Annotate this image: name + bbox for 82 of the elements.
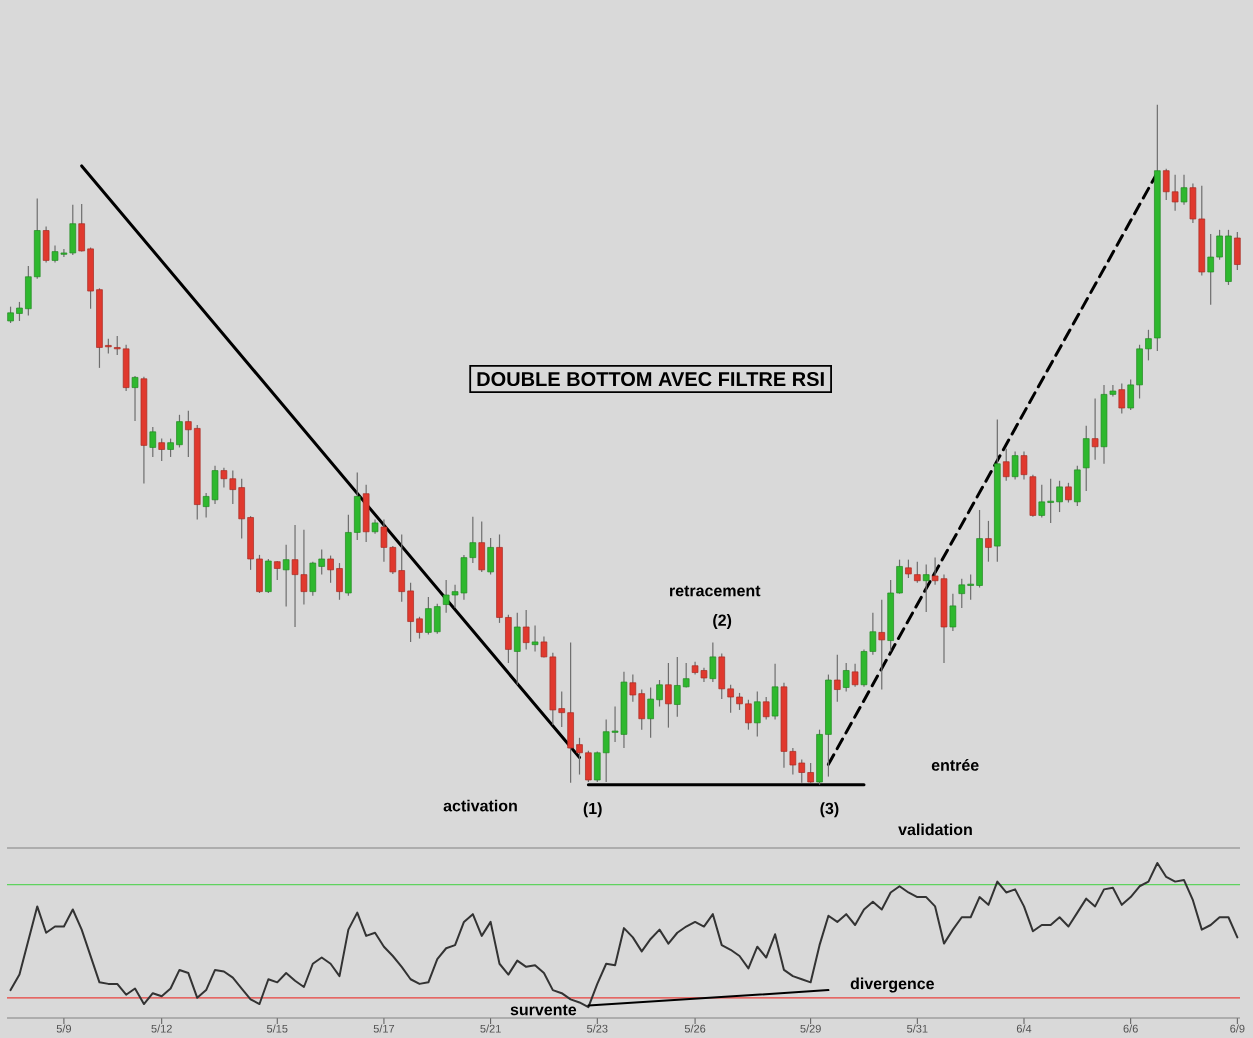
candlestick	[522, 609, 530, 651]
candlestick	[985, 520, 992, 563]
candlestick	[682, 662, 690, 689]
candlestick	[336, 562, 343, 601]
x-tick-label: 5/12	[151, 1024, 172, 1033]
x-tick-label: 6/4	[1016, 1024, 1032, 1033]
candlestick	[1180, 174, 1188, 206]
candlestick	[807, 762, 814, 784]
candlestick	[842, 662, 850, 693]
annotation: retracement	[670, 585, 761, 597]
candlestick	[1207, 233, 1214, 306]
candlestick	[558, 690, 566, 728]
candlestick	[949, 593, 957, 632]
candlestick	[1091, 397, 1099, 461]
candlestick	[576, 737, 583, 776]
text: DOUBLE BOTTOM AVEC FILTRE RSI	[477, 371, 824, 387]
candlestick	[167, 438, 174, 458]
candlestick	[398, 533, 405, 603]
annotation: (2)	[713, 614, 732, 630]
x-tick-label: 5/9	[56, 1024, 72, 1033]
candlestick	[1162, 168, 1170, 201]
x-tick-label: 5/31	[907, 1024, 928, 1033]
x-tick-label: 5/15	[266, 1024, 288, 1033]
candlestick	[878, 599, 886, 691]
candlestick	[425, 596, 432, 636]
candlestick	[149, 426, 157, 458]
candlestick	[1216, 229, 1223, 261]
annotation: divergence	[850, 977, 934, 993]
x-tick-label: 5/21	[480, 1024, 501, 1033]
candlestick	[665, 662, 672, 729]
candlestick	[647, 686, 654, 739]
candlestick	[1038, 484, 1046, 519]
candlestick	[273, 560, 281, 581]
candlestick	[176, 414, 183, 449]
candlestick	[762, 696, 770, 721]
annotation: survente	[510, 1004, 577, 1016]
x-tick-label: 5/23	[587, 1024, 608, 1033]
candlestick	[318, 548, 325, 576]
candlestick	[131, 375, 139, 422]
x-tick-label: 6/6	[1123, 1024, 1138, 1033]
candlestick	[754, 690, 761, 738]
candlestick	[834, 654, 841, 703]
candlestick	[1118, 382, 1126, 415]
candlestick	[1171, 174, 1179, 212]
candlestick	[531, 625, 539, 653]
candlestick	[709, 642, 717, 683]
candlestick	[674, 656, 681, 718]
candlestick	[1020, 450, 1028, 481]
candlestick	[416, 616, 423, 640]
candlestick	[905, 559, 912, 579]
candlestick	[1127, 378, 1134, 411]
text: (3)	[820, 802, 839, 818]
candlestick	[914, 561, 921, 584]
candlestick	[727, 684, 734, 714]
candlestick	[958, 578, 966, 609]
candlestick	[798, 758, 806, 784]
candlestick	[1002, 448, 1010, 482]
x-tick-label: 5/29	[800, 1024, 821, 1033]
candlestick	[1145, 329, 1152, 361]
annotation: entrée	[931, 758, 979, 771]
x-tick-label: 6/9	[1230, 1024, 1245, 1033]
text: activation	[443, 799, 517, 812]
candlestick	[745, 699, 752, 731]
candlestick	[282, 544, 290, 608]
text: validation	[898, 823, 972, 836]
candlestick	[967, 574, 974, 601]
candlestick	[629, 673, 637, 703]
candlestick	[185, 410, 192, 458]
candlestick	[1065, 482, 1072, 504]
candlestick	[656, 679, 663, 708]
candlestick	[1011, 450, 1019, 481]
candlestick	[1047, 478, 1054, 524]
text: (1)	[583, 802, 602, 818]
x-tick-label: 5/17	[373, 1024, 395, 1033]
candlestick	[1056, 480, 1063, 513]
candlestick	[16, 301, 23, 322]
x-tick-label: 5/26	[684, 1024, 706, 1033]
candlestick	[113, 335, 121, 356]
candlestick	[851, 663, 859, 688]
candlestick	[922, 563, 930, 613]
candlestick	[327, 554, 334, 584]
candlestick	[158, 438, 165, 462]
